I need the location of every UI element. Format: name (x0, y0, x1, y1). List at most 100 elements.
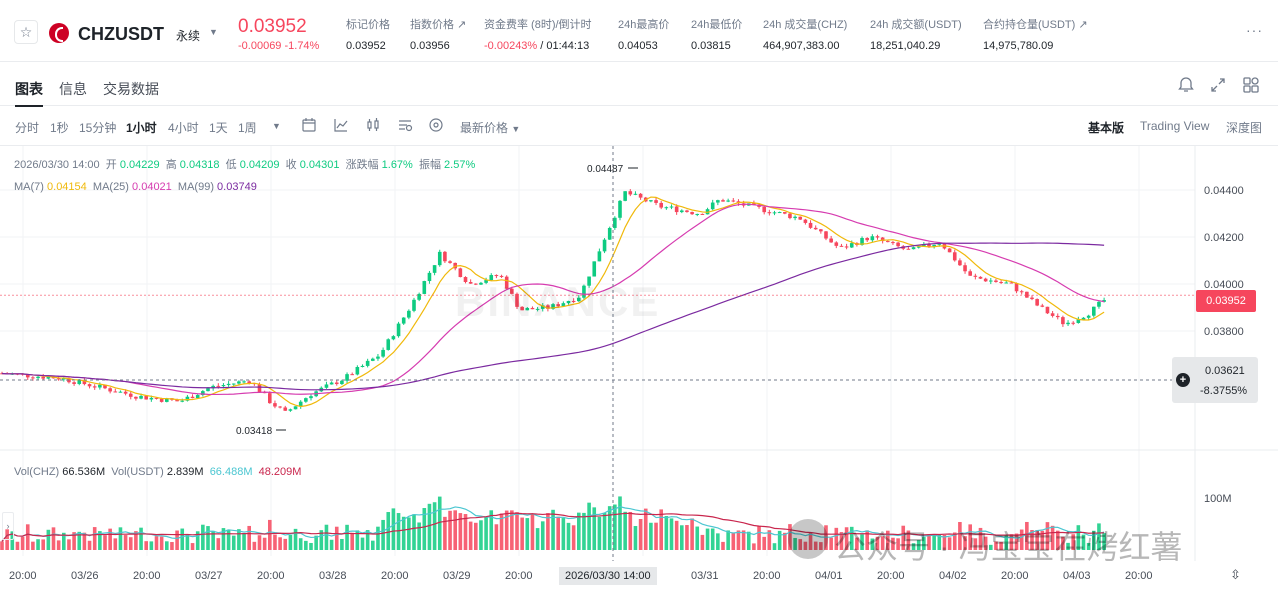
candle-body (767, 212, 772, 214)
candle-body (916, 246, 921, 248)
volume-bar (443, 516, 447, 550)
version-depth[interactable]: 深度图 (1226, 121, 1263, 135)
volume-bar (783, 532, 787, 550)
candle-body (844, 246, 849, 248)
timeframe-1w[interactable]: 1周 (238, 121, 257, 135)
axis-scale-icon[interactable]: ⇳ (1230, 567, 1241, 582)
drawing-settings-icon[interactable] (397, 117, 413, 133)
calendar-icon[interactable] (301, 117, 317, 133)
legend-date: 2026/03/30 14:00 (14, 159, 100, 171)
candle-body (824, 231, 828, 239)
timeframe-1d[interactable]: 1天 (209, 121, 228, 135)
candle-body (649, 200, 653, 202)
candle-body (128, 393, 133, 397)
vol-ma1-value: 66.488M (209, 466, 253, 478)
timeframe-1h[interactable]: 1小时 (126, 121, 157, 135)
candle-body (288, 409, 293, 411)
volume-bar (144, 541, 148, 550)
candle-body (530, 307, 535, 310)
volume-bar (345, 524, 349, 550)
version-basic[interactable]: 基本版 (1088, 121, 1125, 135)
stat-label: 标记价格 (346, 19, 390, 31)
price-type-select[interactable]: 最新价格 ▼ (460, 119, 520, 136)
tab-chart[interactable]: 图表 (15, 81, 43, 107)
bell-icon[interactable] (1177, 76, 1195, 94)
volume-bar (72, 532, 76, 550)
volume-bar (710, 528, 715, 550)
timeframe-time[interactable]: 分时 (15, 121, 40, 135)
volume-bar (613, 504, 617, 550)
candle-body (875, 236, 880, 238)
volume-bar (175, 530, 179, 550)
volume-bar (499, 513, 504, 550)
timeframe-dropdown-icon[interactable]: ▼ (272, 121, 281, 131)
candle-body (994, 280, 998, 283)
volume-bar (1076, 525, 1081, 550)
stat-index-price[interactable]: 指数价格 ↗ 0.03956 (410, 16, 466, 52)
candle-body (535, 308, 540, 310)
candle-body (546, 305, 550, 309)
price-axis: 0.04400 0.04200 0.04000 0.03800 100M (1204, 185, 1244, 505)
expand-panel-icon[interactable]: › (2, 512, 14, 540)
volume-bar (999, 541, 1003, 550)
add-order-icon[interactable]: + (1176, 373, 1190, 387)
stat-value: 0.03952 (346, 40, 386, 52)
legend-close-label: 收 (285, 159, 297, 171)
volume-bar (680, 525, 684, 550)
moving-average-lines (1, 196, 1105, 542)
volume-bar (788, 524, 792, 550)
tab-info[interactable]: 信息 (59, 81, 87, 97)
candle-body (664, 207, 669, 209)
favorite-star-icon[interactable]: ☆ (14, 20, 38, 44)
candle-body (680, 210, 684, 213)
timeframe-4h[interactable]: 4小时 (168, 121, 199, 135)
candle-body (788, 213, 792, 219)
candle-body (999, 282, 1003, 284)
stat-label: 24h最高价 (618, 19, 670, 31)
timeframe-15m[interactable]: 15分钟 (79, 121, 117, 135)
volume-bar (350, 532, 354, 550)
volume-bar (963, 536, 967, 550)
candle-body (324, 384, 329, 388)
volume-bar (968, 524, 972, 550)
volume-bar (62, 532, 66, 550)
layout-grid-icon[interactable] (1242, 76, 1260, 94)
volume-bar (1066, 542, 1070, 550)
volume-bar (139, 527, 143, 550)
volume-bar (566, 522, 571, 550)
candle-body (808, 222, 813, 228)
candle-body (963, 265, 967, 272)
volume-bar (628, 511, 633, 550)
symbol-title[interactable]: CHZUSDT (78, 24, 164, 44)
legend-high-label: 高 (165, 159, 177, 171)
fullscreen-icon[interactable] (1209, 76, 1227, 94)
candle-body (165, 398, 169, 402)
volume-bar (1086, 542, 1091, 550)
crosshair-price-tag[interactable]: + 0.03621 -8.3755% (1172, 357, 1258, 403)
volume-bar (134, 531, 138, 550)
candle-body (1050, 313, 1055, 316)
volume-bar (1040, 530, 1045, 550)
candlestick-chart[interactable]: 0.04400 0.04200 0.04000 0.03800 100M 0.04487… (0, 146, 1278, 593)
legend-high: 0.04318 (179, 159, 220, 171)
version-tradingview[interactable]: Trading View (1140, 119, 1210, 133)
volume-bar (808, 532, 813, 550)
candle-body (1025, 291, 1029, 298)
stat-open-interest[interactable]: 合约持仓量(USDT) ↗ 14,975,780.09 (983, 16, 1088, 52)
volume-bar (1097, 523, 1101, 550)
more-icon[interactable]: ··· (1246, 22, 1263, 38)
x-tick: 20:00 (505, 570, 533, 582)
indicator-icon[interactable] (333, 117, 349, 133)
candle-body (458, 268, 463, 278)
ma25-value: 0.04021 (132, 181, 172, 193)
candle-body (154, 397, 159, 399)
timeframe-1s[interactable]: 1秒 (50, 121, 69, 135)
vol-ma2-line (1, 512, 1105, 542)
chevron-down-icon[interactable]: ▼ (209, 27, 218, 37)
settings-icon[interactable] (428, 117, 444, 133)
candle-style-icon[interactable] (365, 117, 381, 133)
candle-body (566, 300, 571, 304)
volume-bar (736, 530, 741, 550)
tab-trading-data[interactable]: 交易数据 (103, 81, 159, 97)
candle-body (726, 200, 730, 202)
